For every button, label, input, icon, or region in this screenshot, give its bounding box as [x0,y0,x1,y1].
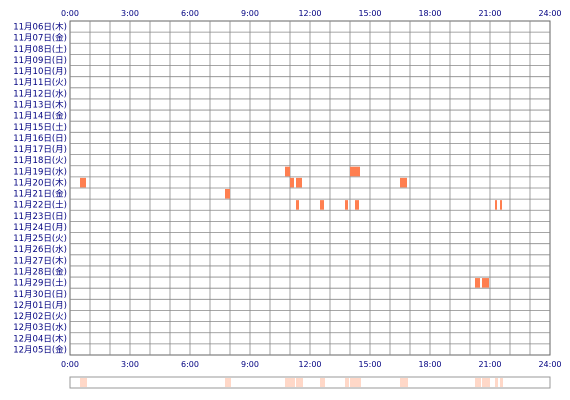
day-label: 11月30日(日) [13,290,67,300]
day-label: 12月03日(水) [13,322,67,333]
day-label: 11月11日(火) [13,78,67,88]
day-label: 11月28日(金) [13,267,67,278]
day-label: 11月20日(木) [13,177,67,188]
grid [69,20,551,356]
day-label: 12月02日(火) [13,312,67,322]
x-tick-label: 9:00 [241,360,259,369]
day-label: 11月16日(日) [13,134,67,144]
day-label: 11月18日(火) [13,156,67,166]
day-label: 11月06日(木) [13,22,67,33]
day-label: 11月10日(月) [13,67,67,77]
day-label: 11月24日(月) [13,223,67,233]
overview-mark [495,378,498,387]
x-tick-label: 18:00 [418,9,441,18]
overview-mark [482,378,490,387]
event-bar [290,177,294,188]
overview-mark [290,378,295,387]
event-bar [475,278,480,288]
day-label: 11月08日(土) [13,44,67,55]
x-tick-label: 24:00 [538,9,561,18]
x-tick-labels: 0:00 0:00 3:00 3:00 6:00 6:00 9:00 9:00 12:00 12:… [61,9,562,369]
day-label: 12月05日(金) [13,344,67,355]
day-label: 11月21日(金) [13,189,67,200]
x-tick-label: 12:00 [298,360,321,369]
event-bar [500,200,502,210]
overview-mark [355,378,360,387]
day-label: 11月27日(木) [13,255,67,266]
overview-mark [320,378,325,387]
overview-mark [285,378,291,387]
overview-mark [80,378,87,387]
event-bar [355,200,359,210]
overview-mark [475,378,481,387]
x-tick-label: 9:00 [241,9,259,18]
overview-mark [500,378,503,387]
event-bar [320,200,324,210]
day-label: 12月01日(月) [13,301,67,311]
overview-frame [69,376,551,389]
event-bar [225,189,230,199]
overview-strip [69,376,551,389]
x-tick-label: 6:00 [181,9,199,18]
x-tick-label: 18:00 [418,360,441,369]
overview-mark [345,378,349,387]
day-label: 11月25日(火) [13,234,67,244]
day-label: 11月07日(金) [13,33,67,44]
event-bar [400,177,407,188]
event-bar [296,200,299,210]
overview-mark [400,378,408,387]
day-labels: 11月06日(木)11月07日(金)11月08日(土)11月09日(日)11月1… [13,22,67,356]
event-bar [482,278,489,288]
x-tick-label: 3:00 [121,360,139,369]
x-tick-label: 15:00 [358,9,381,18]
event-bar [80,177,86,188]
day-label: 11月09日(日) [13,56,67,66]
day-label: 11月17日(月) [13,145,67,155]
event-bar [345,200,348,210]
day-label: 11月14日(金) [13,111,67,122]
event-bar [296,177,302,188]
event-bar [495,200,497,210]
day-label: 11月23日(日) [13,212,67,222]
x-tick-label: 0:00 [61,360,79,369]
x-tick-label: 21:00 [478,360,501,369]
day-label: 11月15日(土) [13,122,67,133]
day-label: 11月13日(木) [13,100,67,111]
day-label: 11月29日(土) [13,278,67,289]
x-tick-label: 12:00 [298,9,321,18]
event-bar [350,166,360,177]
event-marks [80,166,502,288]
day-label: 11月22日(土) [13,200,67,211]
x-tick-label: 24:00 [538,360,561,369]
day-label: 11月19日(水) [13,166,67,177]
day-label: 12月04日(木) [13,333,67,344]
overview-mark [225,378,231,387]
day-label: 11月26日(水) [13,244,67,255]
x-tick-label: 6:00 [181,360,199,369]
x-tick-label: 3:00 [121,9,139,18]
x-tick-label: 21:00 [478,9,501,18]
overview-mark [296,378,300,387]
day-label: 11月12日(水) [13,88,67,99]
event-bar [285,166,290,177]
x-tick-label: 15:00 [358,360,381,369]
x-tick-label: 0:00 [61,9,79,18]
